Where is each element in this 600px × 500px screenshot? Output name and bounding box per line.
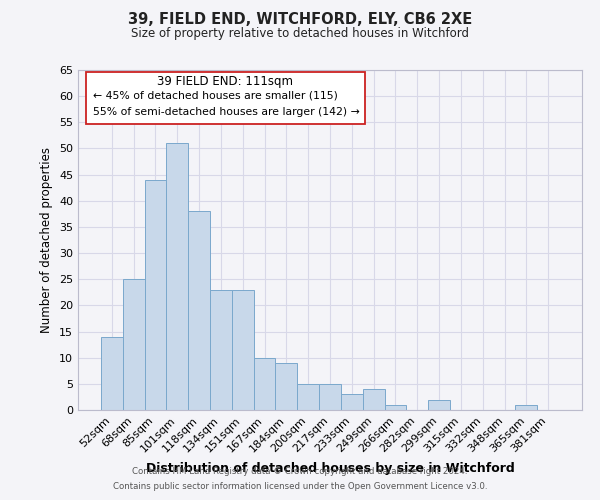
- Bar: [123, 279, 145, 410]
- Bar: [385, 405, 406, 410]
- Text: Contains HM Land Registry data © Crown copyright and database right 2024.: Contains HM Land Registry data © Crown c…: [132, 467, 468, 476]
- Text: 39, FIELD END, WITCHFORD, ELY, CB6 2XE: 39, FIELD END, WITCHFORD, ELY, CB6 2XE: [128, 12, 472, 28]
- Y-axis label: Number of detached properties: Number of detached properties: [40, 147, 53, 333]
- Bar: [254, 358, 275, 410]
- Text: Size of property relative to detached houses in Witchford: Size of property relative to detached ho…: [131, 28, 469, 40]
- Text: 55% of semi-detached houses are larger (142) →: 55% of semi-detached houses are larger (…: [93, 108, 360, 118]
- Bar: [515, 405, 537, 410]
- Bar: [363, 389, 385, 410]
- Bar: [101, 337, 123, 410]
- Bar: [145, 180, 166, 410]
- Bar: [275, 363, 297, 410]
- FancyBboxPatch shape: [86, 72, 365, 124]
- Bar: [166, 143, 188, 410]
- Text: 39 FIELD END: 111sqm: 39 FIELD END: 111sqm: [157, 75, 293, 88]
- Bar: [341, 394, 363, 410]
- Bar: [232, 290, 254, 410]
- Bar: [319, 384, 341, 410]
- Text: ← 45% of detached houses are smaller (115): ← 45% of detached houses are smaller (11…: [93, 90, 338, 101]
- Bar: [297, 384, 319, 410]
- Text: Contains public sector information licensed under the Open Government Licence v3: Contains public sector information licen…: [113, 482, 487, 491]
- Bar: [428, 400, 450, 410]
- Bar: [188, 211, 210, 410]
- X-axis label: Distribution of detached houses by size in Witchford: Distribution of detached houses by size …: [146, 462, 514, 475]
- Bar: [210, 290, 232, 410]
